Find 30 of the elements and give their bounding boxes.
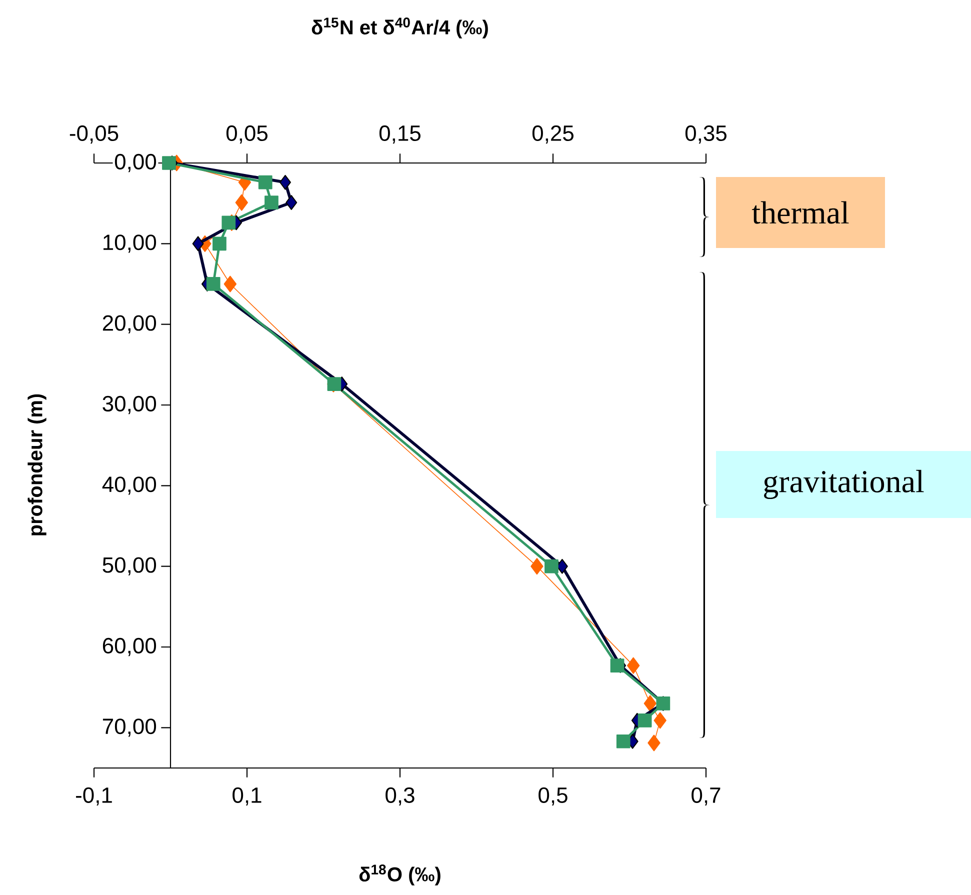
x2-tick-label: 0,05 — [226, 125, 268, 144]
point — [235, 194, 248, 211]
point — [644, 695, 656, 712]
x2-tick-label: 0,35 — [685, 125, 726, 144]
point — [654, 712, 666, 729]
x2-axis-title: δ$^{15}$N et δ$^{40}$Ar/4 (‰) — [312, 18, 488, 38]
y-tick-label: 0,00 — [114, 154, 156, 172]
x2-tick-label: 0,15 — [379, 125, 420, 144]
y-axis-title: profondeur (m) — [28, 394, 46, 536]
x-tick-label: 0,1 — [232, 787, 262, 806]
text: gravitational — [764, 470, 924, 500]
x2-tick-label: 0,25 — [532, 125, 574, 144]
x-axis-title: δ$^{18}$O (‰) — [359, 864, 440, 886]
text: thermal — [752, 201, 849, 224]
y-tick-label: 40,00 — [102, 476, 156, 495]
point — [648, 734, 660, 752]
y-tick-label: 70,00 — [102, 718, 156, 737]
x-tick-label: 0,5 — [538, 787, 568, 806]
y-tick-label: 50,00 — [102, 557, 156, 576]
y-tick-label: 10,00 — [104, 234, 156, 253]
y-tick-label: 60,00 — [102, 638, 156, 656]
x-tick-label: -0,1 — [76, 787, 112, 806]
x2-tick-label: -0,05 — [70, 125, 118, 144]
x-tick-label: 0,7 — [692, 787, 720, 806]
point — [530, 558, 544, 575]
x-tick-label: 0,3 — [386, 787, 414, 806]
point — [626, 657, 640, 674]
point — [224, 276, 237, 292]
y-tick-label: 20,00 — [102, 315, 156, 334]
y-tick-label: 30,00 — [102, 396, 156, 414]
